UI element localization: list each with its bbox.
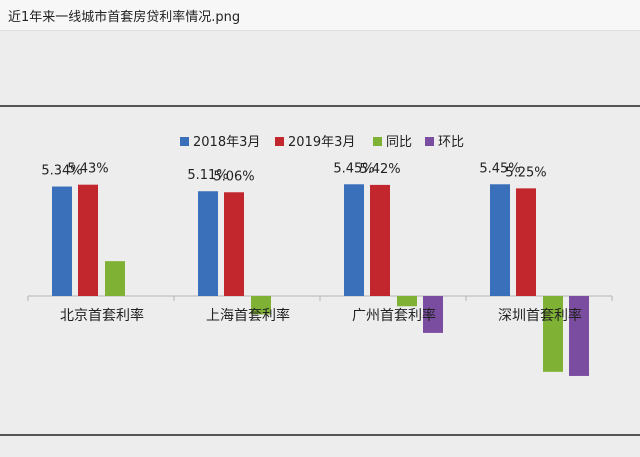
bar-1-1 bbox=[224, 192, 244, 296]
legend-label-0: 2018年3月 bbox=[193, 135, 260, 150]
legend-swatch-0 bbox=[180, 137, 189, 146]
bar-2-3 bbox=[543, 296, 563, 372]
value-label-1-1: 5.06% bbox=[213, 169, 254, 184]
category-label-3: 深圳首套利率 bbox=[498, 307, 582, 324]
value-label-0-2: 5.45% bbox=[333, 161, 374, 176]
value-label-1-2: 5.42% bbox=[359, 162, 400, 177]
category-label-0: 北京首套利率 bbox=[60, 307, 144, 324]
bar-0-2 bbox=[344, 184, 364, 296]
bar-2-2 bbox=[397, 296, 417, 307]
value-label-0-1: 5.11% bbox=[187, 168, 228, 183]
bar-0-1 bbox=[198, 191, 218, 296]
bar-0-3 bbox=[490, 184, 510, 296]
legend-swatch-1 bbox=[275, 137, 284, 146]
bar-3-3 bbox=[569, 296, 589, 376]
value-label-1-0: 5.43% bbox=[67, 162, 108, 177]
bar-3-2 bbox=[423, 296, 443, 333]
bar-1-0 bbox=[78, 184, 98, 296]
legend-swatch-3 bbox=[425, 137, 434, 146]
legend-label-2: 同比 bbox=[386, 135, 412, 150]
category-label-2: 广州首套利率 bbox=[352, 307, 436, 324]
bar-0-0 bbox=[52, 186, 72, 296]
divider-bottom bbox=[0, 434, 640, 436]
bar-1-3 bbox=[516, 188, 536, 296]
legend-swatch-2 bbox=[373, 137, 382, 146]
window-title: 近1年来一线城市首套房贷利率情况.png bbox=[8, 10, 241, 25]
divider-top bbox=[0, 105, 640, 107]
bar-2-0 bbox=[105, 261, 125, 296]
category-label-1: 上海首套利率 bbox=[206, 307, 290, 324]
bar-1-2 bbox=[370, 184, 390, 296]
legend-label-1: 2019年3月 bbox=[288, 135, 355, 150]
bar-2-1 bbox=[251, 296, 271, 315]
value-label-0-3: 5.45% bbox=[479, 161, 520, 176]
value-label-1-3: 5.25% bbox=[505, 165, 546, 180]
window-titlebar: 近1年来一线城市首套房贷利率情况.png bbox=[0, 0, 640, 31]
value-label-0-0: 5.34% bbox=[41, 164, 82, 179]
legend-label-3: 环比 bbox=[438, 135, 464, 150]
